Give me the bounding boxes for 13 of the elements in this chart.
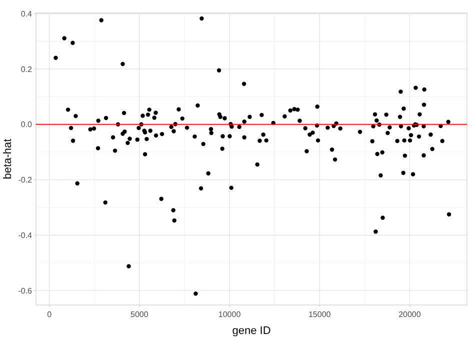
x-tick-label: 15000 [308, 310, 332, 319]
x-tick-label: 20000 [398, 310, 422, 319]
y-tick-label: -0.6 [18, 286, 33, 296]
y-tick-label: 0.4 [20, 9, 33, 18]
y-axis-title: beta-hat [2, 138, 14, 180]
y-tick-label: 0.0 [20, 120, 33, 130]
x-tick-label: 10000 [218, 310, 242, 319]
y-tick-label: -0.4 [18, 230, 33, 240]
x-tick-label: 0 [47, 310, 52, 319]
x-tick-label: 5000 [130, 310, 149, 319]
x-axis-title: gene ID [232, 325, 271, 337]
y-tick-label: 0.2 [20, 64, 33, 74]
y-tick-label: -0.2 [18, 176, 33, 185]
